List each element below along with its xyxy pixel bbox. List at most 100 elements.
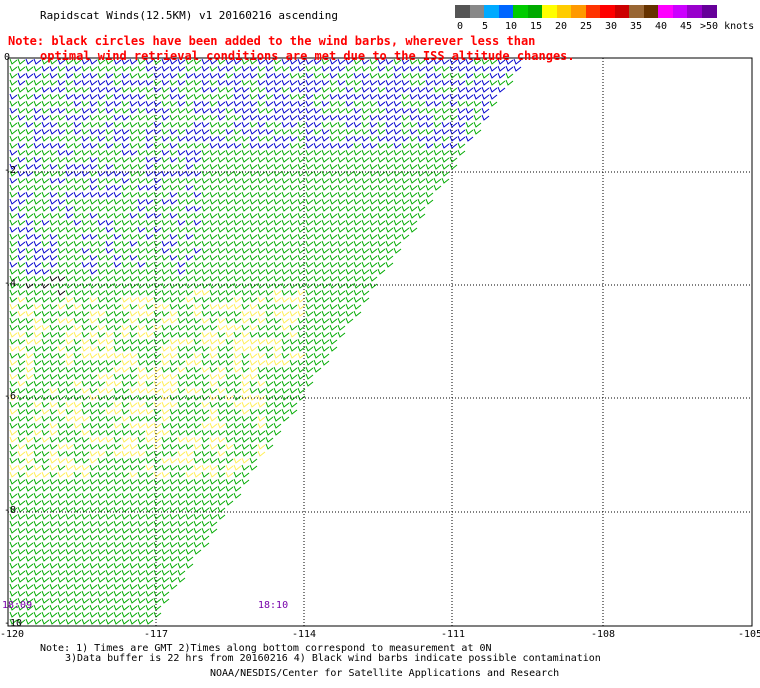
wind-barb <box>305 156 314 163</box>
wind-barb <box>449 100 458 107</box>
wind-barb <box>289 380 298 387</box>
wind-barb <box>265 205 274 212</box>
wind-barb <box>105 275 114 282</box>
wind-barb <box>49 373 58 380</box>
wind-barb <box>217 485 226 492</box>
wind-barb <box>337 275 346 282</box>
wind-barb <box>161 422 170 429</box>
wind-barb <box>9 513 18 520</box>
wind-barb <box>209 380 218 387</box>
wind-barb <box>169 401 178 408</box>
wind-barb <box>137 65 146 72</box>
wind-barb <box>97 527 106 534</box>
wind-barb <box>385 149 394 156</box>
wind-barb <box>73 198 82 205</box>
wind-barb <box>345 170 354 177</box>
wind-barb <box>345 86 354 93</box>
wind-barb <box>289 128 298 135</box>
wind-barb <box>25 135 34 142</box>
wind-barb <box>241 191 250 198</box>
wind-barb <box>289 142 298 149</box>
wind-barb <box>265 380 274 387</box>
wind-barb <box>129 394 138 401</box>
wind-barb <box>73 93 82 100</box>
wind-barb <box>145 338 154 345</box>
wind-barb <box>257 226 266 233</box>
wind-barb <box>9 226 18 233</box>
wind-barb <box>25 226 34 233</box>
wind-barb <box>241 373 250 380</box>
wind-barb <box>57 275 66 282</box>
wind-barb <box>321 149 330 156</box>
wind-barb <box>457 114 466 121</box>
wind-barb <box>249 233 258 240</box>
wind-barb <box>113 289 122 296</box>
wind-barb <box>9 380 18 387</box>
wind-barb <box>193 436 202 443</box>
wind-barb <box>425 135 434 142</box>
wind-barb <box>393 65 402 72</box>
wind-barb <box>385 72 394 79</box>
wind-barb <box>49 86 58 93</box>
wind-barb <box>177 562 186 569</box>
wind-barb <box>65 93 74 100</box>
wind-barb <box>177 282 186 289</box>
wind-barb <box>241 121 250 128</box>
wind-barb <box>313 205 322 212</box>
wind-barb <box>473 58 482 65</box>
wind-barb <box>129 576 138 583</box>
wind-barb <box>137 373 146 380</box>
wind-barb <box>161 135 170 142</box>
wind-barb <box>73 569 82 576</box>
wind-barb <box>209 184 218 191</box>
wind-barb <box>337 149 346 156</box>
wind-barb <box>385 100 394 107</box>
wind-barb <box>89 513 98 520</box>
wind-barb <box>49 604 58 611</box>
wind-barb <box>161 233 170 240</box>
wind-barb <box>433 58 442 65</box>
wind-barb <box>97 240 106 247</box>
wind-barb <box>137 394 146 401</box>
wind-barb <box>225 114 234 121</box>
wind-barb <box>273 331 282 338</box>
wind-barb <box>449 79 458 86</box>
wind-barb <box>201 268 210 275</box>
wind-barb <box>193 163 202 170</box>
wind-barb <box>57 198 66 205</box>
wind-barb <box>9 555 18 562</box>
wind-barb <box>17 324 26 331</box>
wind-barb <box>73 562 82 569</box>
wind-barb <box>193 156 202 163</box>
wind-barb <box>25 485 34 492</box>
wind-barb <box>121 485 130 492</box>
wind-barb <box>281 387 290 394</box>
wind-barb <box>161 205 170 212</box>
wind-barb <box>225 198 234 205</box>
wind-barb <box>345 149 354 156</box>
wind-barb <box>225 359 234 366</box>
wind-barb <box>321 268 330 275</box>
wind-barb <box>145 121 154 128</box>
wind-barb <box>49 345 58 352</box>
wind-barb <box>65 485 74 492</box>
wind-barb <box>385 233 394 240</box>
wind-barb <box>225 492 234 499</box>
wind-barb <box>185 548 194 555</box>
wind-barb <box>9 520 18 527</box>
wind-barb <box>177 142 186 149</box>
wind-barb <box>241 394 250 401</box>
wind-barb <box>25 219 34 226</box>
wind-barb <box>305 373 314 380</box>
wind-barb <box>161 198 170 205</box>
wind-barb <box>201 86 210 93</box>
wind-barb <box>297 254 306 261</box>
wind-barb <box>129 163 138 170</box>
wind-barb <box>161 534 170 541</box>
wind-barb <box>137 296 146 303</box>
wind-barb <box>57 310 66 317</box>
wind-barb <box>65 177 74 184</box>
wind-barb <box>57 170 66 177</box>
wind-barb <box>41 163 50 170</box>
